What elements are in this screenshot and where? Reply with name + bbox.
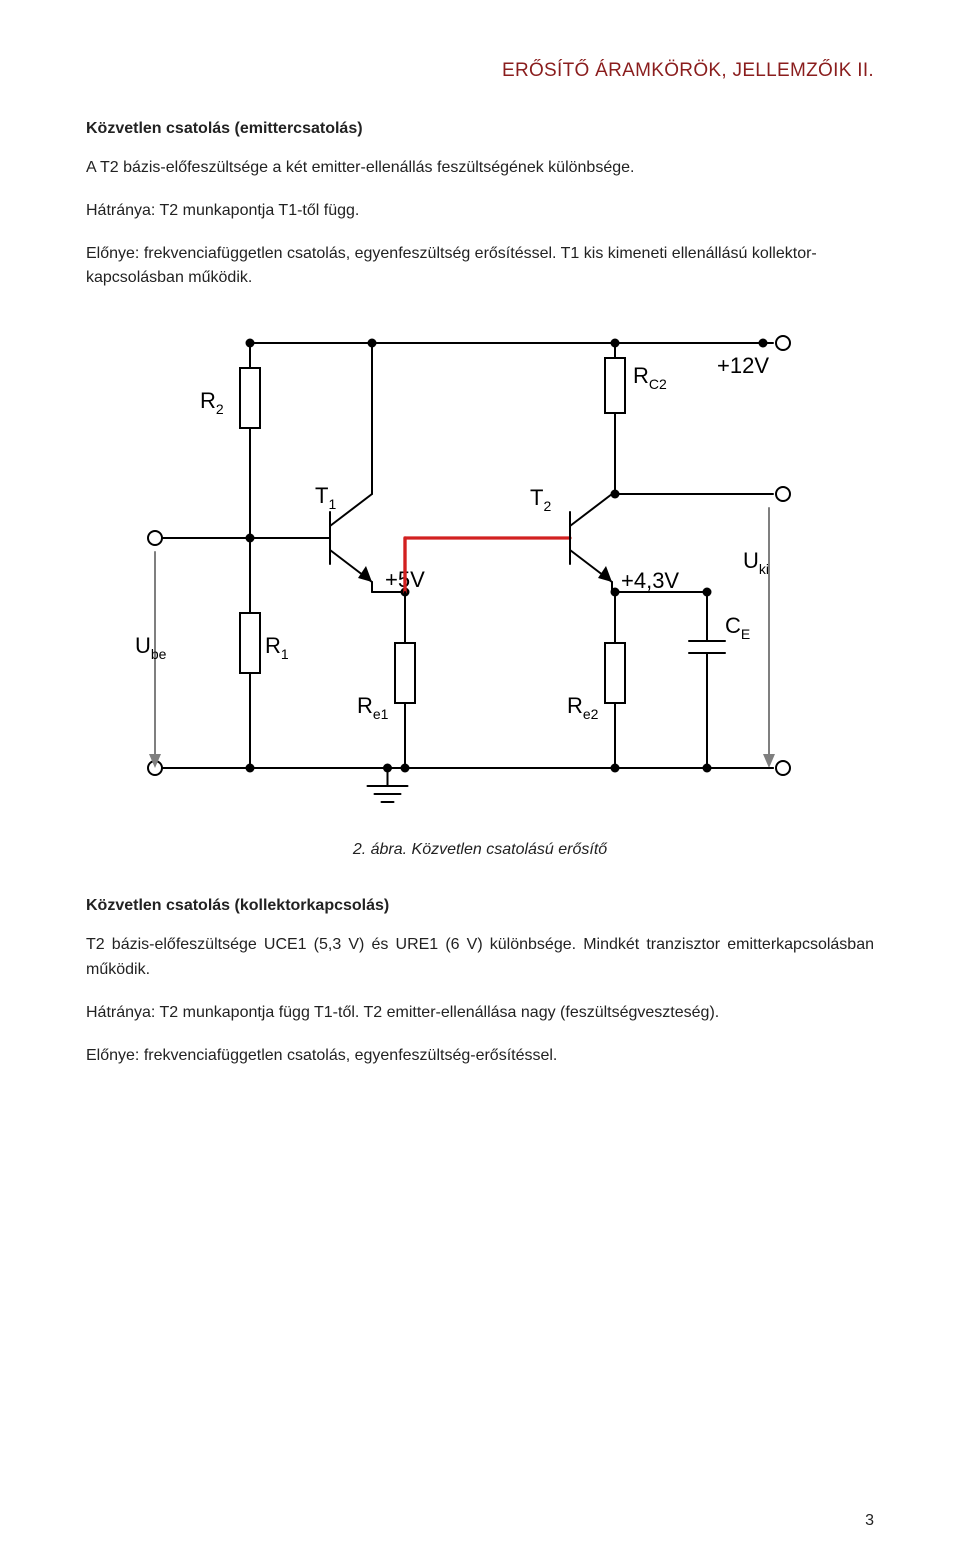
section1-p3: Előnye: frekvenciafüggetlen csatolás, eg… [86,242,874,292]
svg-text:T2: T2 [530,485,551,514]
svg-text:RC2: RC2 [633,363,667,392]
page-number: 3 [865,1512,874,1530]
section2-heading: Közvetlen csatolás (kollektorkapcsolás) [86,897,874,915]
figure-caption: 2. ábra. Közvetlen csatolású erősítő [86,841,874,859]
section2-p3: Előnye: frekvenciafüggetlen csatolás, eg… [86,1044,874,1069]
section1-p2: Hátránya: T2 munkapontja T1-től függ. [86,199,874,224]
svg-text:Ube: Ube [135,633,167,662]
circuit-diagram: R2RC2+12VT1+5VRe1T2+4,3VRe2CEUkiR1Ube [135,313,825,833]
section1-heading: Közvetlen csatolás (emittercsatolás) [86,120,874,138]
svg-text:T1: T1 [315,483,336,512]
svg-text:R2: R2 [200,388,224,417]
svg-text:+4,3V: +4,3V [621,568,679,593]
svg-text:CE: CE [725,613,750,642]
svg-text:Uki: Uki [743,548,769,577]
svg-text:Re2: Re2 [567,693,599,722]
section1-p1: A T2 bázis-előfeszültsége a két emitter-… [86,156,874,181]
section2-p2: Hátránya: T2 munkapontja függ T1-től. T2… [86,1001,874,1026]
page-header: ERŐSÍTŐ ÁRAMKÖRÖK, JELLEMZŐIK II. [86,60,874,82]
svg-text:+12V: +12V [717,353,769,378]
section2-p1: T2 bázis-előfeszültsége UCE1 (5,3 V) és … [86,933,874,983]
svg-text:Re1: Re1 [357,693,389,722]
svg-text:R1: R1 [265,633,289,662]
